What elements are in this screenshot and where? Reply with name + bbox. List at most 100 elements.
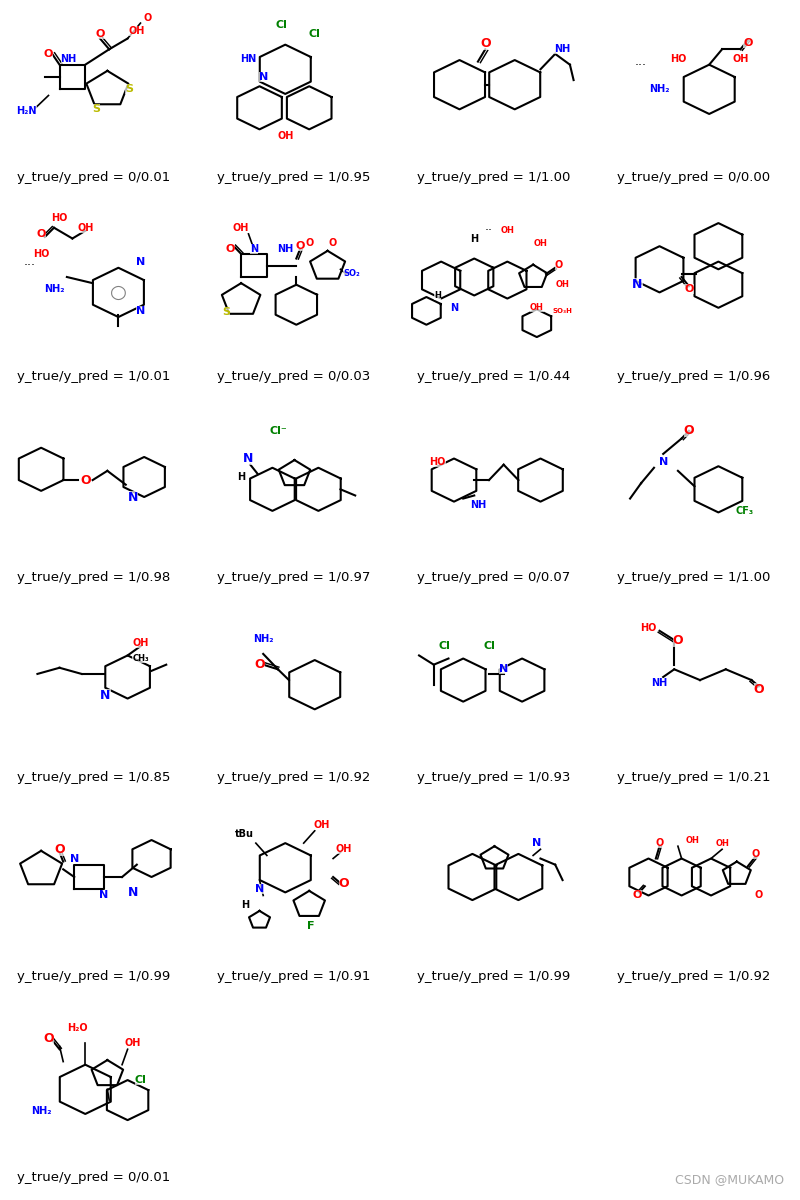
Text: y_true/y_pred = 0/0.01: y_true/y_pred = 0/0.01 bbox=[18, 1170, 170, 1183]
Text: O: O bbox=[655, 838, 664, 848]
Text: Cl: Cl bbox=[276, 19, 287, 30]
Text: O: O bbox=[480, 37, 490, 49]
Text: y_true/y_pred = 1/0.93: y_true/y_pred = 1/0.93 bbox=[418, 770, 570, 784]
Text: OH: OH bbox=[314, 820, 330, 829]
Text: HN: HN bbox=[240, 54, 257, 64]
Text: NH₂: NH₂ bbox=[44, 284, 64, 294]
Text: O: O bbox=[305, 238, 314, 248]
Text: S: S bbox=[222, 307, 230, 318]
Text: ○: ○ bbox=[110, 283, 127, 302]
Text: y_true/y_pred = 1/1.00: y_true/y_pred = 1/1.00 bbox=[618, 570, 770, 583]
Text: SO₂: SO₂ bbox=[343, 270, 360, 278]
Text: ··: ·· bbox=[485, 224, 493, 236]
Text: OH: OH bbox=[556, 280, 570, 289]
Text: NH: NH bbox=[470, 499, 486, 510]
Text: y_true/y_pred = 1/0.21: y_true/y_pred = 1/0.21 bbox=[618, 770, 770, 784]
Text: HO: HO bbox=[670, 54, 686, 64]
Text: NH₂: NH₂ bbox=[650, 84, 670, 95]
Text: O: O bbox=[44, 49, 53, 59]
Text: OH: OH bbox=[132, 638, 149, 648]
Text: y_true/y_pred = 1/0.96: y_true/y_pred = 1/0.96 bbox=[618, 371, 770, 384]
Text: Cl: Cl bbox=[483, 641, 495, 652]
Text: OH: OH bbox=[336, 845, 352, 854]
Text: HO: HO bbox=[51, 214, 68, 223]
Text: CSDN @MUKAMO: CSDN @MUKAMO bbox=[675, 1172, 784, 1186]
Text: y_true/y_pred = 1/0.44: y_true/y_pred = 1/0.44 bbox=[418, 371, 570, 384]
Text: OH: OH bbox=[715, 839, 729, 847]
Text: S: S bbox=[92, 104, 100, 114]
Text: N: N bbox=[450, 302, 458, 313]
Text: OH: OH bbox=[530, 304, 544, 312]
Text: HO: HO bbox=[640, 623, 657, 632]
Text: N: N bbox=[658, 456, 668, 467]
Text: NH₂: NH₂ bbox=[253, 634, 274, 643]
Text: O: O bbox=[226, 245, 234, 254]
Text: N: N bbox=[632, 278, 642, 292]
Text: OH: OH bbox=[125, 1038, 142, 1048]
Text: O: O bbox=[37, 229, 46, 239]
Text: N: N bbox=[100, 689, 110, 702]
Text: OH: OH bbox=[277, 131, 294, 140]
Text: O: O bbox=[684, 425, 694, 437]
Text: OH: OH bbox=[501, 227, 514, 235]
Text: CF₃: CF₃ bbox=[735, 506, 754, 516]
Text: H₂N: H₂N bbox=[16, 106, 37, 116]
Text: ···: ··· bbox=[24, 259, 36, 272]
Text: SO₃H: SO₃H bbox=[553, 308, 573, 314]
Text: O: O bbox=[554, 259, 563, 270]
Text: O: O bbox=[754, 890, 763, 900]
Text: y_true/y_pred = 0/0.01: y_true/y_pred = 0/0.01 bbox=[18, 170, 170, 184]
Text: S: S bbox=[126, 84, 134, 95]
Text: O: O bbox=[684, 284, 694, 294]
Text: H: H bbox=[434, 290, 441, 300]
Text: y_true/y_pred = 1/0.95: y_true/y_pred = 1/0.95 bbox=[218, 170, 370, 184]
Text: y_true/y_pred = 0/0.03: y_true/y_pred = 0/0.03 bbox=[218, 371, 370, 384]
Text: O: O bbox=[339, 877, 350, 889]
Text: y_true/y_pred = 1/0.99: y_true/y_pred = 1/0.99 bbox=[18, 971, 170, 984]
Text: OH: OH bbox=[77, 223, 94, 233]
Text: y_true/y_pred = 1/0.97: y_true/y_pred = 1/0.97 bbox=[218, 570, 370, 583]
Text: H: H bbox=[241, 900, 249, 910]
Text: NH: NH bbox=[61, 54, 77, 64]
Text: OH: OH bbox=[233, 223, 250, 233]
Text: O: O bbox=[751, 848, 759, 859]
Text: H₂O: H₂O bbox=[68, 1022, 88, 1033]
Text: N: N bbox=[258, 72, 268, 82]
Text: O: O bbox=[144, 13, 152, 24]
Text: y_true/y_pred = 0/0.07: y_true/y_pred = 0/0.07 bbox=[418, 570, 570, 583]
Text: N: N bbox=[136, 257, 145, 266]
Text: OH: OH bbox=[686, 835, 699, 845]
Text: N: N bbox=[70, 853, 79, 864]
Text: HO: HO bbox=[430, 456, 446, 467]
Text: N: N bbox=[128, 886, 138, 899]
Text: O: O bbox=[743, 38, 753, 48]
Text: CH₃: CH₃ bbox=[132, 654, 149, 664]
Text: O: O bbox=[673, 634, 683, 647]
Text: y_true/y_pred = 1/0.92: y_true/y_pred = 1/0.92 bbox=[618, 971, 770, 984]
Text: Cl: Cl bbox=[134, 1075, 146, 1085]
Text: N: N bbox=[243, 452, 254, 466]
Text: y_true/y_pred = 1/0.91: y_true/y_pred = 1/0.91 bbox=[218, 971, 370, 984]
Text: NH₂: NH₂ bbox=[31, 1106, 51, 1116]
Text: O: O bbox=[54, 842, 65, 856]
Text: tBu: tBu bbox=[235, 829, 254, 839]
Text: OH: OH bbox=[732, 54, 749, 64]
Text: O: O bbox=[295, 241, 305, 251]
Text: O: O bbox=[254, 658, 265, 671]
Text: N: N bbox=[99, 890, 108, 900]
Text: O: O bbox=[329, 238, 338, 248]
Text: H: H bbox=[237, 472, 245, 482]
Text: ···: ··· bbox=[635, 59, 647, 72]
Text: y_true/y_pred = 1/0.98: y_true/y_pred = 1/0.98 bbox=[18, 570, 170, 583]
Text: OH: OH bbox=[534, 239, 547, 247]
Text: y_true/y_pred = 0/0.00: y_true/y_pred = 0/0.00 bbox=[618, 170, 770, 184]
Text: OH: OH bbox=[129, 25, 145, 36]
Text: F: F bbox=[307, 922, 314, 931]
Text: NH: NH bbox=[554, 44, 570, 54]
Text: y_true/y_pred = 1/0.01: y_true/y_pred = 1/0.01 bbox=[18, 371, 170, 384]
Text: N: N bbox=[499, 665, 508, 674]
Text: NH: NH bbox=[277, 245, 294, 254]
Text: N: N bbox=[532, 838, 542, 848]
Text: O: O bbox=[43, 1032, 54, 1045]
Text: O: O bbox=[754, 683, 764, 696]
